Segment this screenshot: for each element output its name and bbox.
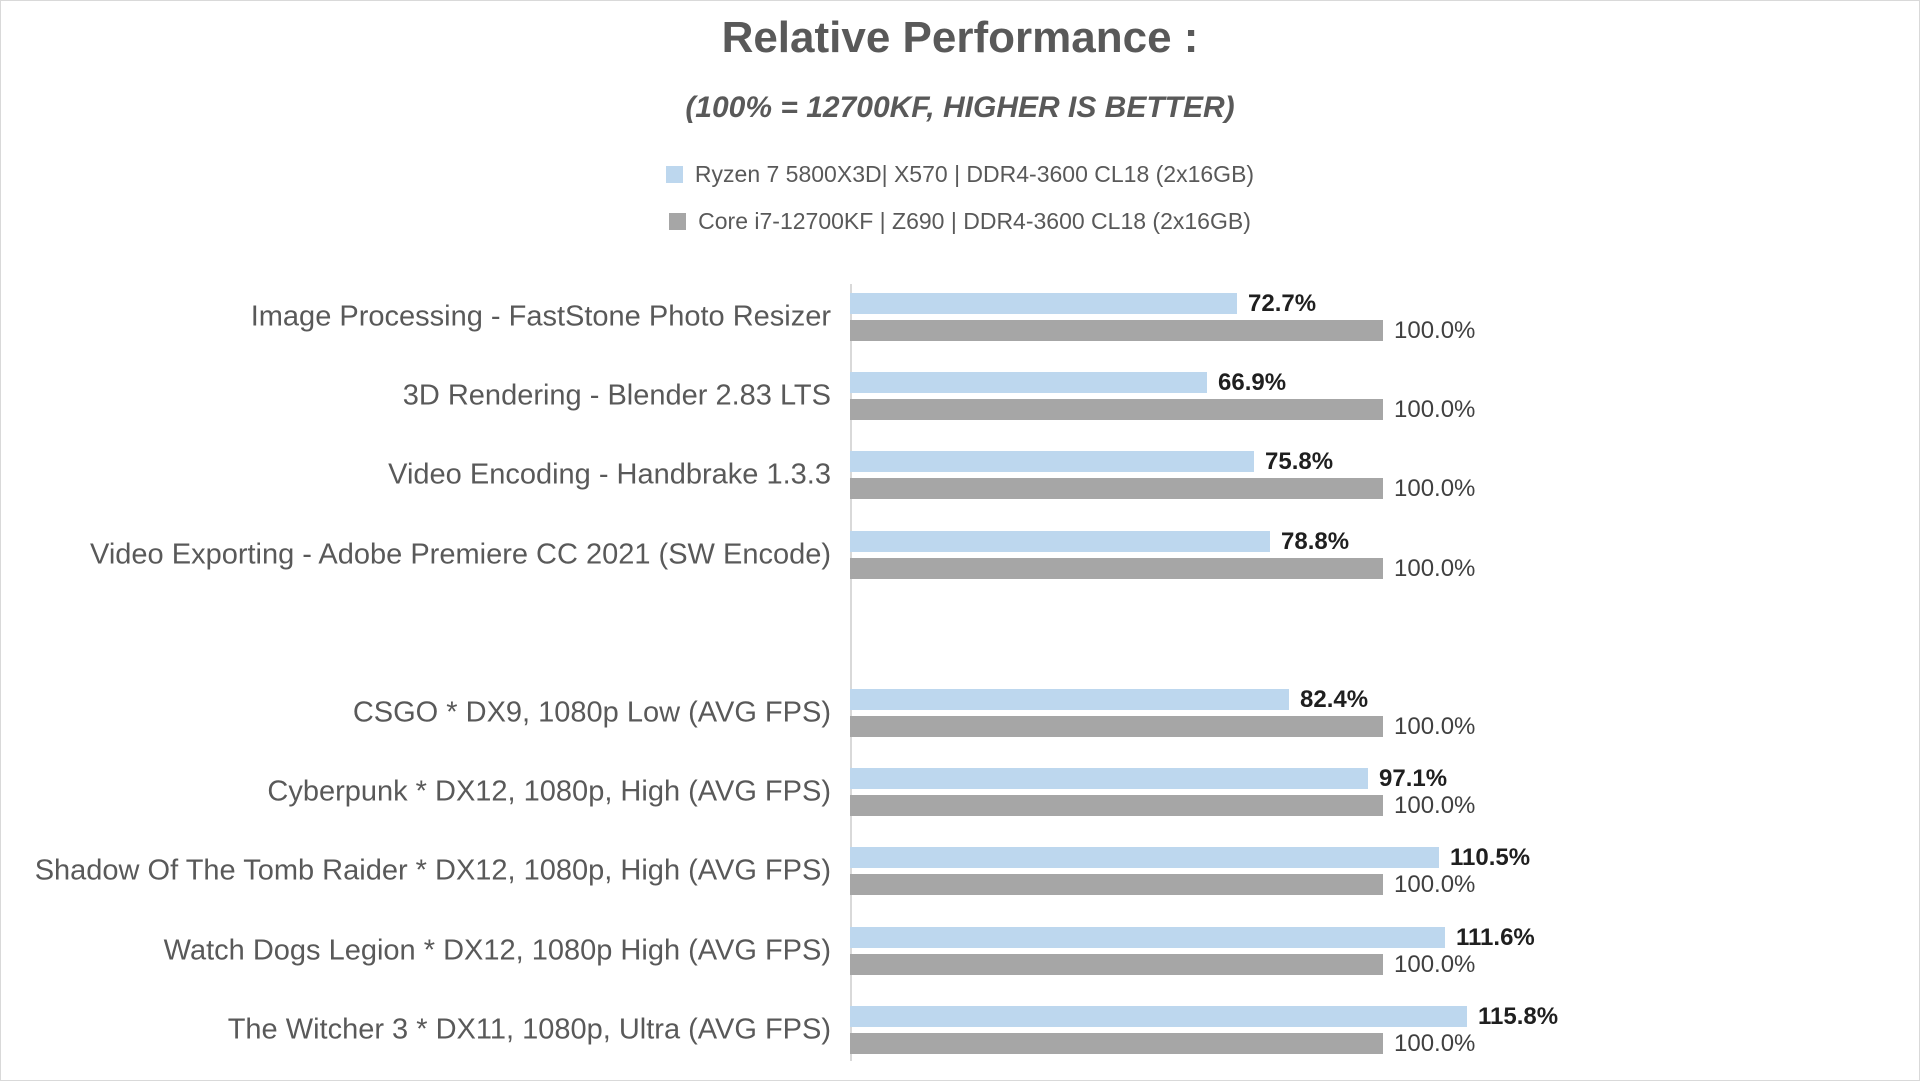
legend-label-intel: Core i7-12700KF | Z690 | DDR4-3600 CL18 …	[698, 208, 1251, 234]
intel-value-label: 100.0%	[1394, 950, 1476, 978]
ryzen-value-label: 115.8%	[1478, 1002, 1559, 1030]
intel-bar	[850, 716, 1383, 737]
legend-swatch-intel	[669, 213, 687, 230]
intel-value-label: 100.0%	[1394, 792, 1476, 820]
intel-value-label: 100.0%	[1394, 475, 1476, 503]
ryzen-value-label: 66.9%	[1218, 369, 1287, 397]
ryzen-bar	[850, 768, 1368, 790]
category-axis-line	[850, 284, 852, 1061]
intel-value-label: 100.0%	[1394, 396, 1476, 424]
category-label: CSGO * DX9, 1080p Low (AVG FPS)	[352, 696, 831, 729]
ryzen-value-label: 97.1%	[1379, 765, 1448, 793]
intel-value-label: 100.0%	[1394, 1029, 1476, 1057]
intel-bar	[850, 874, 1383, 896]
ryzen-bar	[850, 451, 1254, 473]
intel-bar	[850, 1032, 1383, 1054]
ryzen-bar	[850, 689, 1289, 710]
intel-value-label: 100.0%	[1394, 713, 1476, 740]
intel-value-label: 100.0%	[1394, 317, 1476, 344]
ryzen-value-label: 110.5%	[1450, 844, 1531, 872]
category-label: Image Processing - FastStone Photo Resiz…	[250, 300, 831, 333]
legend: Ryzen 7 5800X3D| X570 | DDR4-3600 CL18 (…	[1, 161, 1919, 235]
ryzen-bar	[850, 530, 1270, 552]
category-label: Watch Dogs Legion * DX12, 1080p High (AV…	[163, 934, 831, 967]
legend-item-ryzen: Ryzen 7 5800X3D| X570 | DDR4-3600 CL18 (…	[665, 161, 1255, 188]
intel-value-label: 100.0%	[1394, 554, 1476, 582]
legend-label-ryzen: Ryzen 7 5800X3D| X570 | DDR4-3600 CL18 (…	[694, 161, 1255, 187]
ryzen-value-label: 75.8%	[1265, 448, 1334, 476]
intel-bar	[850, 399, 1383, 421]
intel-bar	[850, 953, 1383, 975]
category-label: Cyberpunk * DX12, 1080p, High (AVG FPS)	[267, 775, 831, 808]
intel-bar	[850, 557, 1383, 579]
category-label: Video Exporting - Adobe Premiere CC 2021…	[90, 538, 831, 571]
legend-item-intel: Core i7-12700KF | Z690 | DDR4-3600 CL18 …	[669, 208, 1251, 235]
ryzen-bar	[850, 1005, 1467, 1027]
ryzen-value-label: 111.6%	[1456, 923, 1535, 951]
category-label: The Witcher 3 * DX11, 1080p, Ultra (AVG …	[227, 1013, 831, 1046]
intel-bar	[850, 795, 1383, 817]
ryzen-bar	[850, 372, 1207, 394]
ryzen-bar	[850, 847, 1439, 869]
ryzen-value-label: 72.7%	[1248, 290, 1317, 317]
chart-title: Relative Performance :	[721, 13, 1199, 62]
ryzen-value-label: 78.8%	[1281, 527, 1350, 555]
intel-bar	[850, 320, 1383, 341]
ryzen-bar	[850, 926, 1445, 948]
intel-value-label: 100.0%	[1394, 871, 1476, 899]
category-label: Video Encoding - Handbrake 1.3.3	[388, 458, 831, 491]
intel-bar	[850, 478, 1383, 500]
category-label: 3D Rendering - Blender 2.83 LTS	[402, 379, 831, 412]
category-label: Shadow Of The Tomb Raider * DX12, 1080p,…	[34, 854, 831, 887]
ryzen-value-label: 82.4%	[1300, 686, 1369, 713]
ryzen-bar	[850, 293, 1237, 314]
legend-swatch-ryzen	[665, 166, 683, 183]
chart-subtitle: (100% = 12700KF, HIGHER IS BETTER)	[685, 91, 1235, 124]
